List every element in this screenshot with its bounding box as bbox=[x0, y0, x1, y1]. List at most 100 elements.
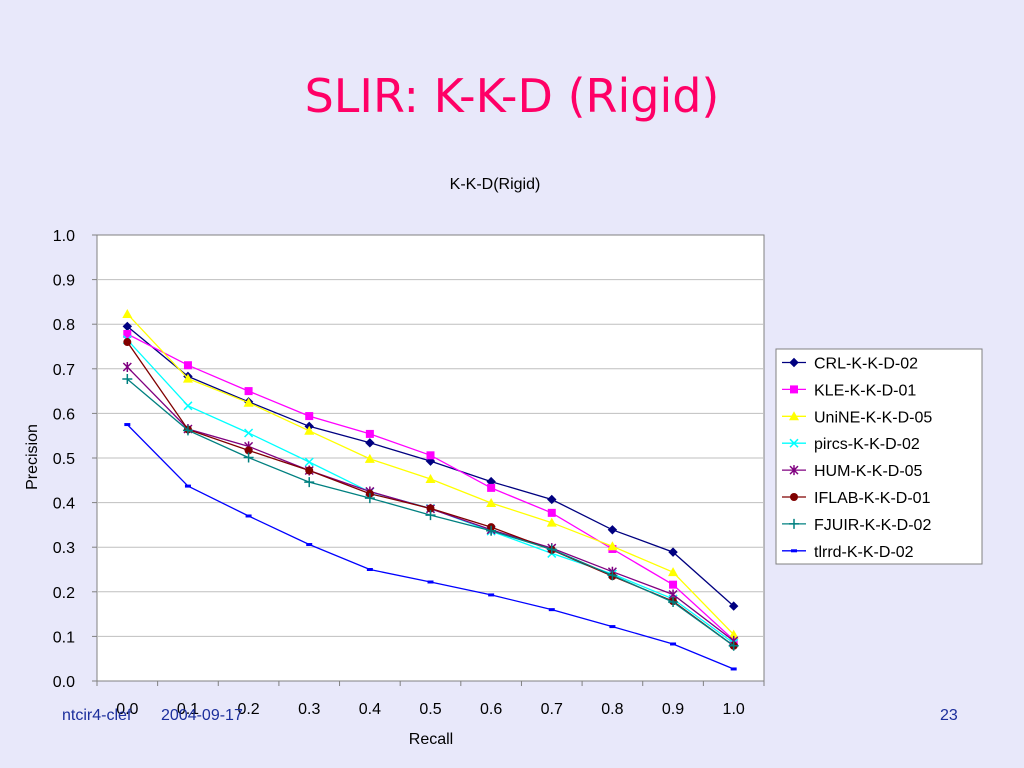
marker-plus bbox=[425, 510, 436, 521]
marker-triangle bbox=[668, 567, 679, 577]
legend-item: pircs-K-K-D-02 bbox=[782, 436, 920, 453]
marker-star bbox=[789, 465, 799, 476]
marker-plus bbox=[304, 477, 315, 488]
legend: CRL-K-K-D-02 KLE-K-K-D-01 UniNE-K-K-D-05 pi… bbox=[775, 348, 983, 565]
x-axis-ticks: 0.0 0.1 0.2 0.3 0.4 0.5 0.6 0.7 0.8 0.9 1.0 bbox=[96, 681, 765, 718]
y-tick-label: 0.3 bbox=[53, 540, 75, 557]
marker-plus bbox=[122, 374, 133, 385]
marker-triangle bbox=[486, 498, 497, 508]
marker-plus bbox=[486, 525, 497, 536]
marker-plus bbox=[607, 570, 618, 581]
marker-triangle bbox=[364, 453, 375, 463]
y-tick-label: 0.6 bbox=[53, 406, 75, 423]
legend-label: tlrrd-K-K-D-02 bbox=[814, 544, 914, 561]
legend-item: HUM-K-K-D-05 bbox=[782, 463, 923, 480]
marker-plus bbox=[789, 518, 799, 529]
y-tick-label: 0.1 bbox=[53, 629, 75, 646]
marker-diamond bbox=[607, 525, 618, 535]
marker-square bbox=[123, 330, 132, 339]
legend-item: CRL-K-K-D-02 bbox=[782, 356, 918, 373]
marker-triangle bbox=[789, 411, 799, 421]
marker-x bbox=[304, 457, 314, 467]
x-tick-label: 0.6 bbox=[480, 701, 502, 718]
legend-label: KLE-K-K-D-01 bbox=[814, 382, 916, 399]
y-tick-label: 0.0 bbox=[53, 674, 75, 691]
marker-x bbox=[183, 401, 193, 411]
y-axis-label: Precision bbox=[24, 424, 41, 490]
marker-square bbox=[305, 412, 314, 421]
y-tick-label: 1.0 bbox=[53, 228, 75, 245]
grid-lines bbox=[97, 279, 764, 637]
legend-label: HUM-K-K-D-05 bbox=[814, 463, 923, 480]
marker-plus bbox=[182, 425, 193, 436]
series-lines bbox=[122, 308, 739, 671]
legend-label: UniNE-K-K-D-05 bbox=[814, 409, 932, 426]
marker-circle bbox=[305, 466, 314, 475]
slide-title: SLIR: K-K-D (Rigid) bbox=[304, 69, 720, 123]
marker-triangle bbox=[546, 517, 557, 527]
x-tick-label: 0.3 bbox=[298, 701, 320, 718]
marker-triangle bbox=[304, 425, 315, 435]
marker-x bbox=[789, 438, 799, 448]
marker-triangle bbox=[182, 373, 193, 383]
marker-circle bbox=[123, 338, 132, 347]
marker-circle bbox=[244, 446, 253, 455]
legend-item: KLE-K-K-D-01 bbox=[782, 382, 916, 399]
legend-item: IFLAB-K-K-D-01 bbox=[782, 490, 931, 507]
x-tick-label: 0.9 bbox=[662, 701, 684, 718]
y-tick-label: 0.9 bbox=[53, 273, 75, 290]
y-tick-label: 0.7 bbox=[53, 362, 75, 379]
x-tick-label: 1.0 bbox=[723, 701, 745, 718]
legend-box bbox=[775, 348, 983, 565]
marker-plus bbox=[668, 597, 679, 608]
series-CRL-K-K-D-02 bbox=[122, 321, 739, 611]
marker-triangle bbox=[607, 541, 618, 551]
marker-square bbox=[244, 387, 253, 396]
marker-diamond bbox=[547, 494, 557, 505]
x-tick-label: 0.4 bbox=[359, 701, 381, 718]
marker-square bbox=[183, 361, 192, 370]
x-tick-label: 0.2 bbox=[237, 701, 259, 718]
marker-square bbox=[365, 429, 374, 438]
legend-label: pircs-K-K-D-02 bbox=[814, 436, 920, 453]
footer-date: 2004-09-17 bbox=[161, 707, 243, 724]
marker-plus bbox=[546, 544, 557, 555]
marker-circle bbox=[426, 504, 435, 513]
legend-item: tlrrd-K-K-D-02 bbox=[782, 544, 914, 561]
marker-plus bbox=[243, 452, 254, 463]
marker-plus bbox=[728, 640, 739, 651]
legend-item: FJUIR-K-K-D-02 bbox=[782, 517, 931, 534]
series-FJUIR-K-K-D-02 bbox=[122, 374, 739, 651]
legend-label: CRL-K-K-D-02 bbox=[814, 356, 918, 373]
page-number: 23 bbox=[940, 707, 958, 724]
x-tick-label: 0.1 bbox=[177, 701, 199, 718]
y-axis-ticks: 0.0 0.1 0.2 0.3 0.4 0.5 0.6 0.7 0.8 0.9 1.0 bbox=[53, 228, 97, 691]
marker-plus bbox=[364, 493, 375, 504]
marker-triangle bbox=[425, 473, 436, 483]
series-UniNE-K-K-D-05 bbox=[122, 308, 739, 639]
series-tlrrd-K-K-D-02 bbox=[124, 423, 737, 671]
x-tick-label: 0.0 bbox=[116, 701, 138, 718]
marker-square bbox=[669, 580, 678, 589]
marker-square bbox=[547, 508, 556, 517]
x-tick-label: 0.8 bbox=[601, 701, 623, 718]
chart-title: K-K-D(Rigid) bbox=[450, 176, 541, 193]
footer-conference: ntcir4-clef bbox=[62, 707, 132, 724]
y-tick-label: 0.8 bbox=[53, 317, 75, 334]
marker-star bbox=[122, 362, 132, 373]
marker-square bbox=[790, 385, 798, 394]
marker-x bbox=[244, 428, 254, 438]
marker-diamond bbox=[668, 547, 678, 557]
legend-item: UniNE-K-K-D-05 bbox=[782, 409, 932, 426]
marker-square bbox=[487, 483, 496, 492]
y-tick-label: 0.2 bbox=[53, 585, 75, 602]
marker-triangle bbox=[122, 308, 133, 318]
marker-diamond bbox=[728, 601, 739, 611]
x-tick-label: 0.7 bbox=[541, 701, 563, 718]
marker-triangle bbox=[243, 397, 254, 407]
marker-circle bbox=[790, 493, 798, 501]
y-tick-label: 0.4 bbox=[53, 496, 75, 513]
x-tick-label: 0.5 bbox=[419, 701, 441, 718]
y-tick-label: 0.5 bbox=[53, 451, 75, 468]
